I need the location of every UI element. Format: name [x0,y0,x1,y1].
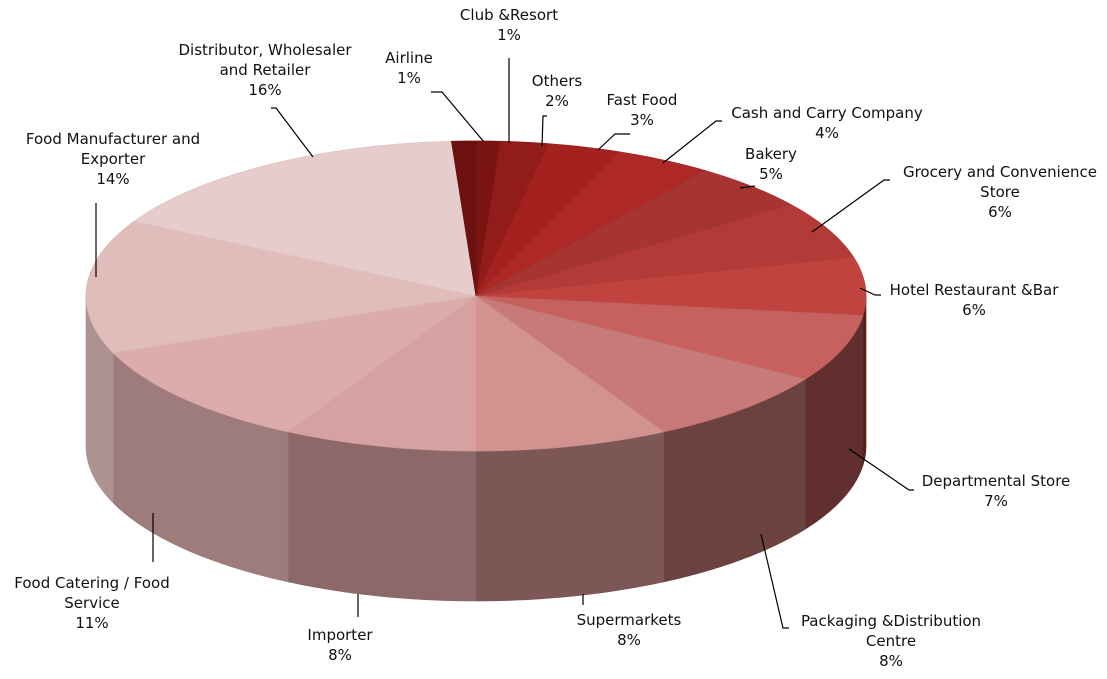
slice-label-club-resort: Club &Resort 1% [460,6,558,44]
leader-line-others [541,115,547,147]
pie-slice-distributor-wholesaler-and-retailer [133,140,477,297]
slice-name-label: Others [532,72,583,90]
slice-label-airline: Airline 1% [385,49,433,87]
slice-name-label: Cash and Carry Company [731,104,923,122]
slice-name-label: Supermarkets [577,611,682,629]
leader-line-airline [431,91,485,143]
pie-top-faces [85,140,867,452]
pie-side-supermarkets [475,431,665,602]
pie-sides [85,295,867,602]
slice-value-label: 2% [545,92,569,110]
pie-slice-airline [451,140,477,297]
slice-value-label: 4% [815,124,839,142]
pie-slice-packaging-distribution-centre [475,295,807,433]
pie-side-hotel-restaurant-bar [862,296,867,466]
slice-name-label: Food Manufacturer and [26,130,200,148]
pie-slice-fast-food [475,143,621,297]
slice-value-label: 8% [879,652,903,670]
leader-line-grocery-and-convenience-store [811,179,890,233]
slice-name-label: Importer [307,626,373,644]
slice-label-distributor-wholesaler-and-retailer: Distributor, Wholesaler and Retailer 16% [178,41,352,99]
slice-name-label: Airline [385,49,433,67]
leader-line-distributor-wholesaler-and-retailer [271,107,314,158]
leader-line-bakery [739,185,756,189]
slice-name-label: Food Catering / Food [14,574,169,592]
leader-line-cash-and-carry-company [662,120,722,164]
slice-label-departmental-store: Departmental Store 7% [922,472,1071,510]
slice-labels: Club &Resort 1% Others 2% Fast Food 3% Cash an… [14,6,1097,670]
slice-name-label: Fast Food [607,91,678,109]
slice-name-label: Service [64,594,119,612]
slice-label-bakery: Bakery 5% [745,145,797,183]
pie-slice-hotel-restaurant-bar [475,257,867,316]
slice-value-label: 14% [96,170,129,188]
slice-name-label: Centre [866,632,916,650]
leader-line-fast-food [597,133,630,151]
slice-name-label: Hotel Restaurant &Bar [890,281,1060,299]
slice-value-label: 1% [497,26,521,44]
slice-name-label: Grocery and Convenience [903,163,1097,181]
slice-name-label: Club &Resort [460,6,558,24]
slice-label-grocery-and-convenience-store: Grocery and Convenience Store 6% [903,163,1097,221]
slice-label-supermarkets: Supermarkets 8% [577,611,682,649]
slice-name-label: Packaging &Distribution [801,612,981,630]
slice-label-fast-food: Fast Food 3% [607,91,678,129]
pie-slice-grocery-and-convenience-store [475,204,855,297]
slice-name-label: Distributor, Wholesaler [178,41,352,59]
slice-value-label: 16% [248,81,281,99]
pie-slice-food-catering-food-service [112,295,477,433]
pie-slice-cash-and-carry-company [475,151,707,297]
slice-label-others: Others 2% [532,72,583,110]
slice-label-food-manufacturer-and-exporter: Food Manufacturer and Exporter 14% [26,130,200,188]
slice-value-label: 8% [617,631,641,649]
slice-value-label: 7% [984,492,1008,510]
slice-name-label: Store [980,183,1020,201]
pie-slice-supermarkets [475,295,665,452]
slice-name-label: Exporter [81,150,146,168]
pie-slice-food-manufacturer-and-exporter [85,220,477,354]
leader-line-packaging-distribution-centre [760,533,789,629]
leader-line-departmental-store [848,448,914,491]
slice-label-food-catering-food-service: Food Catering / Food Service 11% [14,574,169,632]
slice-label-packaging-distribution-centre: Packaging &Distribution Centre 8% [801,612,981,670]
slice-label-cash-and-carry-company: Cash and Carry Company 4% [731,104,923,142]
slice-value-label: 1% [397,69,421,87]
slice-value-label: 6% [988,203,1012,221]
pie-slice-departmental-store [475,295,864,380]
slice-name-label: Departmental Store [922,472,1071,490]
slice-value-label: 5% [759,165,783,183]
slice-name-label: Bakery [745,145,797,163]
slice-value-label: 8% [328,646,352,664]
slice-label-hotel-restaurant-bar: Hotel Restaurant &Bar 6% [890,281,1060,319]
slice-value-label: 3% [630,111,654,129]
pie-side-importer [287,431,477,602]
slice-label-importer: Importer 8% [307,626,373,664]
slice-value-label: 6% [962,301,986,319]
slice-value-label: 11% [75,614,108,632]
leader-line-hotel-restaurant-bar [859,287,881,296]
leader-lines [95,58,914,629]
pie-slice-importer [287,295,477,452]
slice-name-label: and Retailer [220,61,312,79]
